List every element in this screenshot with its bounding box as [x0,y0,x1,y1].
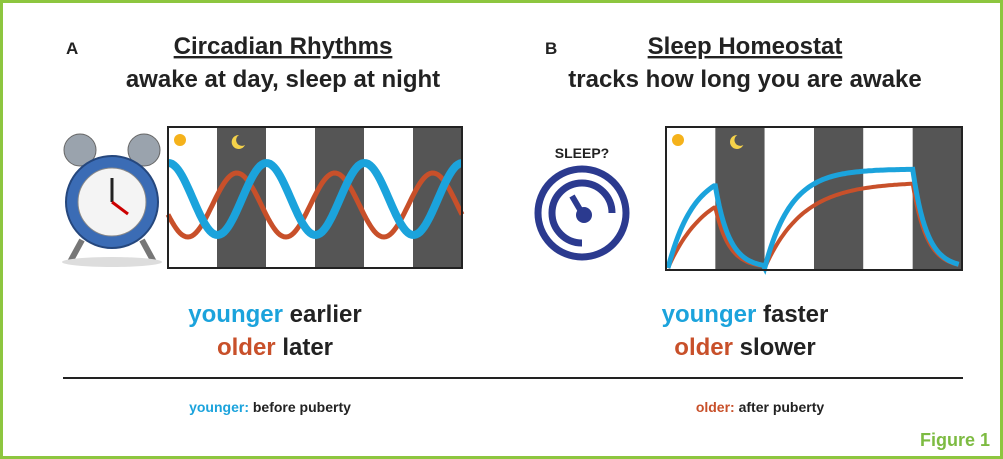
caption-word: older [674,334,733,361]
figure: A Circadian Rhythms awake at day, sleep … [0,0,1003,459]
key-word: older: [696,399,735,415]
panel-subtitle: tracks how long you are awake [568,66,921,93]
panel-label: A [66,39,78,58]
figure-label: Figure 1 [920,430,990,450]
panel-label: B [545,39,557,58]
homeostat-plot [666,127,962,270]
circadian-plot [168,127,462,268]
night-stripe [715,127,764,270]
panel-title: Sleep Homeostat [648,33,843,60]
caption-text: slower [740,334,816,361]
key-entry: younger: before puberty [189,399,351,415]
caption-text: earlier [290,301,362,328]
caption-text: faster [763,301,828,328]
caption-word: younger [188,301,283,328]
caption: older slower [674,334,815,361]
sun-icon [672,134,684,146]
caption-word: older [217,334,276,361]
caption-text: later [282,334,333,361]
key-word: younger: [189,399,249,415]
key-text: after puberty [739,399,825,415]
key-entry: older: after puberty [696,399,825,415]
panel-title: Circadian Rhythms [174,33,393,60]
sun-icon [174,134,186,146]
icon-label: SLEEP? [555,145,609,161]
caption: younger faster [662,301,829,328]
caption: younger earlier [188,301,361,328]
panel-subtitle: awake at day, sleep at night [126,66,440,93]
day-stripe [863,127,912,270]
caption-word: younger [662,301,757,328]
key-text: before puberty [253,399,351,415]
night-stripe [814,127,863,270]
caption: older later [217,334,333,361]
